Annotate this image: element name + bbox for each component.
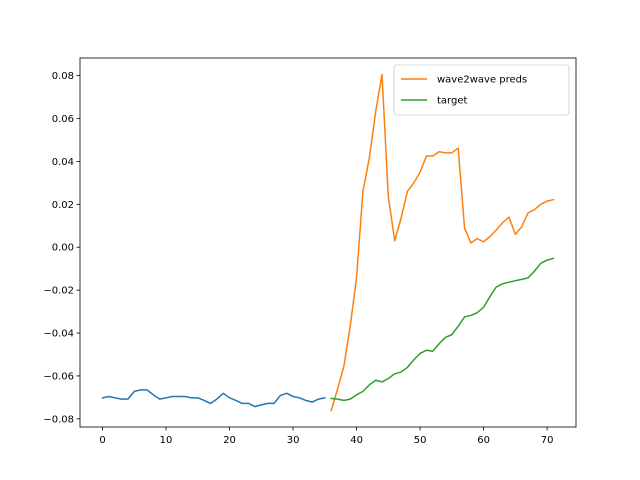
axes-frame	[79, 57, 577, 428]
legend-box	[393, 64, 570, 116]
x-tick-label: 50	[414, 435, 427, 446]
x-tick-label: 60	[477, 435, 490, 446]
y-tick-label: 0.06	[52, 114, 74, 125]
series-line-wave2wave-preds	[330, 73, 555, 412]
y-tick-label: 0.00	[52, 243, 74, 254]
x-tick-label: 10	[160, 435, 173, 446]
plot-area	[80, 58, 576, 427]
legend-label: wave2wave preds	[437, 75, 527, 86]
legend: wave2wave preds target	[393, 64, 570, 116]
series-line-target	[330, 257, 555, 402]
series-layer	[101, 73, 555, 412]
x-tick-label: 70	[541, 435, 554, 446]
x-tick-label: 0	[99, 435, 105, 446]
y-tick-label: −0.04	[43, 329, 74, 340]
axes-layer: 0 10 20 30 40 50 60 70 −0.08 −0.06 −0.04 −0.02 0.00 0…	[43, 57, 577, 446]
series-line-history-0	[101, 389, 326, 408]
y-tick-label: −0.06	[43, 371, 74, 382]
y-tick-label: −0.02	[43, 286, 74, 297]
y-tick-label: 0.08	[52, 71, 74, 82]
y-tick-label: 0.02	[52, 200, 74, 211]
x-tick-label: 30	[287, 435, 300, 446]
y-tick-label: −0.08	[43, 414, 74, 425]
x-tick-label: 40	[350, 435, 363, 446]
y-tick-label: 0.04	[52, 157, 74, 168]
x-tick-label: 20	[223, 435, 236, 446]
legend-label: target	[437, 96, 467, 107]
